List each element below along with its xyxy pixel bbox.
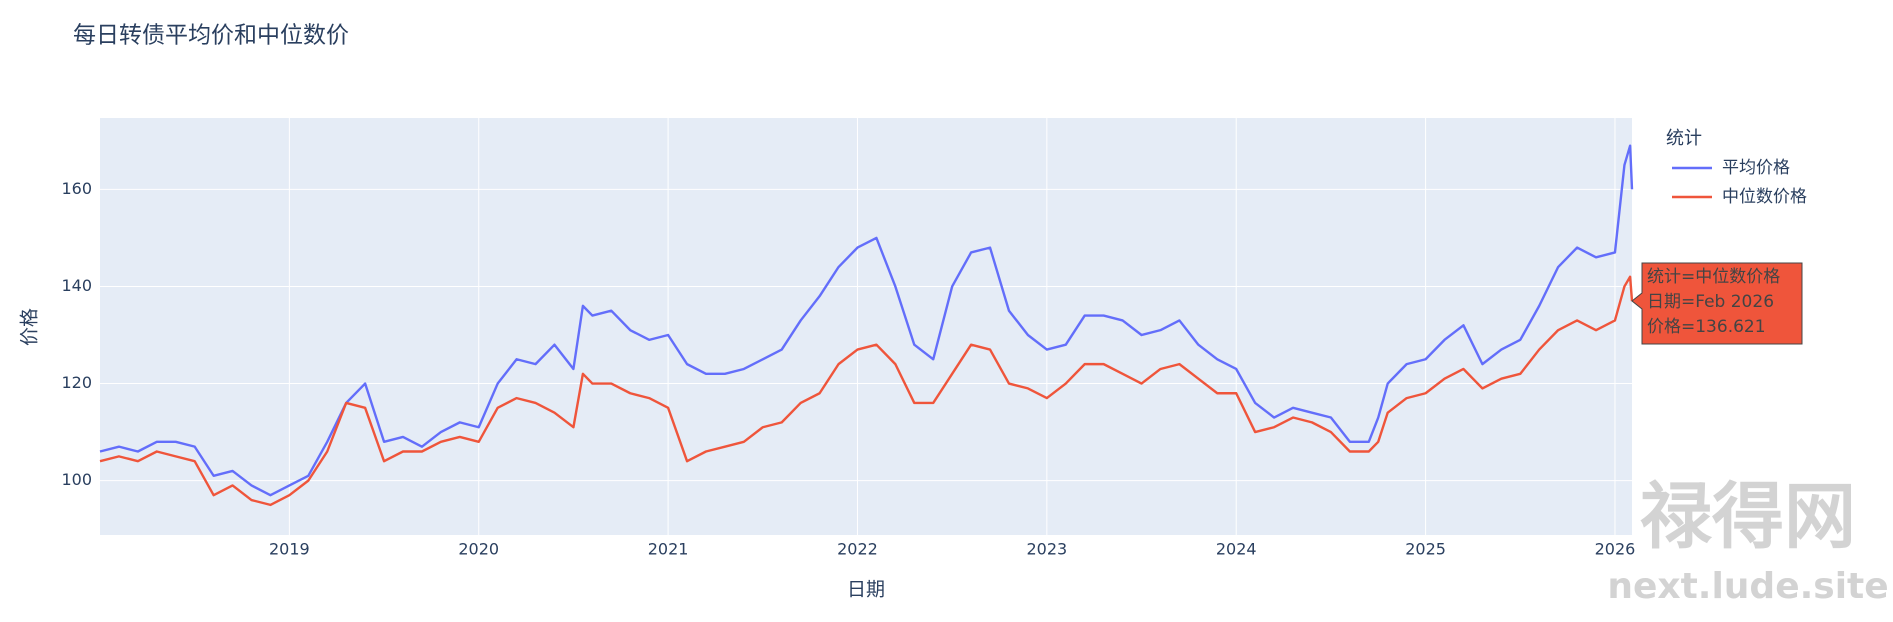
x-tick-label: 2023 bbox=[1026, 540, 1067, 559]
x-tick-label: 2024 bbox=[1216, 540, 1257, 559]
legend-label: 平均价格 bbox=[1722, 158, 1790, 178]
y-tick-label: 140 bbox=[61, 276, 92, 295]
hover-text: 统计=中位数价格 bbox=[1647, 267, 1780, 287]
x-tick-label: 2022 bbox=[837, 540, 878, 559]
y-tick-label: 120 bbox=[61, 373, 92, 392]
series-line bbox=[99, 275, 1634, 507]
lines bbox=[99, 144, 1634, 507]
grid bbox=[100, 118, 1632, 535]
hover-text: 价格=136.621 bbox=[1647, 317, 1766, 337]
x-tick-label: 2020 bbox=[458, 540, 499, 559]
plot-area bbox=[100, 118, 1632, 535]
watermark-url: next.lude.site bbox=[1607, 566, 1888, 607]
legend-label: 中位数价格 bbox=[1722, 187, 1807, 207]
x-tick-label: 2021 bbox=[648, 540, 689, 559]
hover-box bbox=[1631, 262, 1803, 345]
x-tick-label: 2019 bbox=[269, 540, 310, 559]
hover-text: 日期=Feb 2026 bbox=[1647, 292, 1774, 312]
watermark: 禄得网 next.lude.site bbox=[1607, 475, 1888, 607]
series-line bbox=[99, 144, 1634, 497]
y-axis-label: 价格 bbox=[19, 308, 41, 346]
y-tick-label: 160 bbox=[61, 179, 92, 198]
y-tick-label: 100 bbox=[61, 470, 92, 489]
chart-title: 每日转债平均价和中位数价 bbox=[73, 23, 349, 49]
legend-title: 统计 bbox=[1666, 128, 1702, 149]
x-axis-label: 日期 bbox=[847, 579, 885, 601]
x-tick-label: 2026 bbox=[1595, 540, 1636, 559]
x-tick-label: 2025 bbox=[1405, 540, 1446, 559]
watermark-text: 禄得网 bbox=[1640, 475, 1856, 559]
